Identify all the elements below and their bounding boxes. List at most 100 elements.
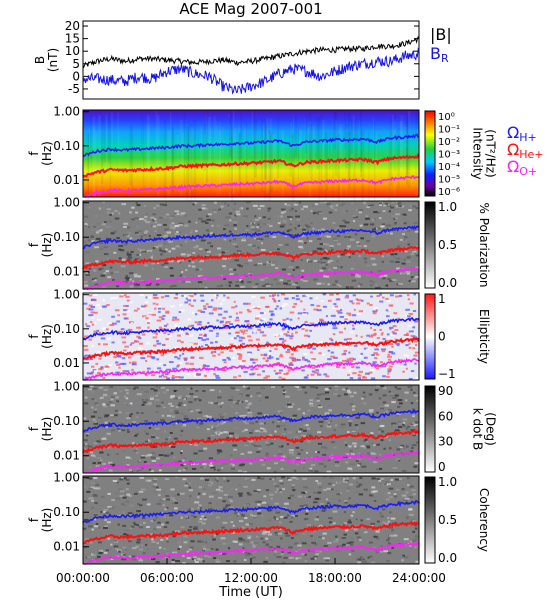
spectrogram-cell-polarization: [341, 202, 346, 205]
spectrogram-cell-polarization: [249, 273, 252, 276]
spectrogram-cell-ellipticity: [102, 327, 106, 330]
legend-br: BR: [430, 44, 449, 65]
spectrogram-cell-polarization: [237, 264, 241, 267]
spectrogram-cell-ellipticity: [92, 369, 97, 372]
spectrogram-cell-polarization: [211, 224, 214, 227]
spectrogram-cell-ellipticity: [310, 351, 313, 354]
spectrogram-cell-ellipticity: [196, 372, 199, 375]
spectrogram-cell-coherency: [311, 541, 316, 544]
spectrogram-cell-kdotb: [229, 434, 234, 437]
spectrogram-cell-coherency: [104, 519, 108, 522]
spectrogram-cell-coherency: [144, 543, 148, 546]
spectrogram-streak-intensity: [228, 114, 230, 198]
spectrogram-cell-kdotb: [397, 399, 403, 402]
spectrogram-cell-coherency: [220, 537, 226, 540]
ytick-label-polarization-0: 1.00: [53, 196, 80, 210]
spectrogram-cell-ellipticity: [358, 370, 363, 373]
spectrogram-cell-ellipticity: [412, 326, 416, 329]
spectrogram-cell-ellipticity: [147, 321, 150, 324]
spectrogram-cell-ellipticity: [172, 351, 176, 354]
spectrogram-cell-coherency: [341, 537, 347, 540]
colorbar-tick-intensity-6: 10⁻⁶: [438, 187, 460, 198]
spectrogram-cell-coherency: [272, 478, 275, 481]
colorbar-tick-polarization-0: 1.0: [438, 200, 457, 214]
colorbar-polarization: [424, 201, 436, 289]
spectrogram-cell-polarization: [283, 282, 288, 285]
spectrogram-streak-intensity: [360, 110, 362, 178]
spectrogram-cell-coherency: [327, 541, 332, 544]
spectrogram-streak-intensity: [228, 118, 231, 193]
spectrogram-cell-coherency: [386, 498, 390, 501]
spectrogram-cell-kdotb: [206, 428, 210, 431]
spectrogram-streak-intensity: [200, 127, 203, 174]
spectrogram-cell-kdotb: [248, 413, 253, 416]
spectrogram-cell-coherency: [408, 544, 412, 547]
spectrogram-cell-polarization: [287, 273, 291, 276]
spectrogram-cell-polarization: [350, 267, 354, 270]
spectrogram-cell-polarization: [267, 223, 271, 226]
spectrogram-cell-ellipticity: [276, 357, 280, 360]
spectrogram-streak-intensity: [98, 115, 101, 201]
spectrogram-cell-polarization: [272, 250, 278, 253]
spectrogram-cell-polarization: [303, 228, 308, 231]
spectrogram-cell-polarization: [206, 218, 212, 221]
spectrogram-cell-ellipticity: [151, 354, 154, 357]
spectrogram-cell-polarization: [123, 281, 128, 284]
spectrogram-cell-kdotb: [214, 431, 218, 434]
spectrogram-cell-ellipticity: [130, 322, 134, 325]
spectrogram-cell-polarization: [245, 201, 251, 204]
spectrogram-cell-coherency: [310, 487, 315, 490]
spectrogram-cell-coherency: [184, 542, 188, 545]
spectrogram-cell-polarization: [257, 223, 260, 226]
spectrogram-cell-coherency: [128, 555, 133, 558]
spectrogram-cell-polarization: [386, 254, 390, 257]
spectrogram-cell-polarization: [124, 277, 130, 280]
spectrogram-cell-coherency: [366, 518, 371, 521]
spectrogram-cell-coherency: [152, 479, 157, 482]
spectrogram-cell-ellipticity: [345, 294, 349, 297]
spectrogram-cell-coherency: [88, 477, 93, 480]
spectrogram-cell-kdotb: [402, 418, 408, 421]
spectrogram-cell-polarization: [199, 260, 204, 263]
spectrogram-cell-coherency: [122, 546, 127, 549]
spectrogram-cell-kdotb: [356, 427, 359, 430]
spectrogram-cell-coherency: [280, 556, 286, 559]
spectrogram-cell-ellipticity: [333, 303, 337, 306]
spectrogram-cell-polarization: [219, 274, 223, 277]
spectrogram-cell-polarization: [85, 271, 88, 274]
spectrogram-cell-ellipticity: [219, 302, 223, 305]
spectrogram-streak-intensity: [269, 118, 272, 181]
spectrogram-cell-kdotb: [405, 427, 409, 430]
spectrogram-cell-kdotb: [332, 446, 338, 449]
spectrogram-cell-polarization: [262, 278, 265, 281]
spectrogram-cell-polarization: [349, 238, 355, 241]
spectrogram-cell-polarization: [275, 267, 279, 270]
spectrogram-cell-ellipticity: [276, 305, 279, 308]
spectrogram-cell-ellipticity: [171, 319, 175, 322]
spectrogram-streak-intensity: [232, 110, 235, 195]
spectrogram-cell-ellipticity: [332, 333, 336, 336]
spectrogram-cell-coherency: [352, 511, 355, 514]
spectrogram-cell-coherency: [247, 552, 253, 555]
spectrogram-cell-coherency: [151, 538, 154, 541]
spectrogram-streak-intensity: [203, 134, 207, 185]
spectrogram-cell-ellipticity: [374, 357, 378, 360]
spectrogram-cell-kdotb: [257, 412, 263, 415]
spectrogram-cell-kdotb: [177, 404, 182, 407]
spectrogram-cell-polarization: [148, 269, 153, 272]
spectrogram-cell-ellipticity: [214, 294, 217, 297]
spectrogram-cell-kdotb: [272, 421, 275, 424]
spectrogram-cell-ellipticity: [405, 367, 408, 370]
spectrogram-cell-kdotb: [300, 448, 304, 451]
spectrogram-cell-polarization: [178, 222, 184, 225]
spectrogram-cell-kdotb: [118, 429, 122, 432]
spectrogram-cell-coherency: [166, 552, 171, 555]
spectrogram-cell-kdotb: [322, 453, 327, 456]
spectrogram-cell-ellipticity: [398, 294, 403, 297]
spectrogram-cell-polarization: [406, 260, 411, 263]
spectrogram-cell-kdotb: [128, 457, 132, 460]
spectrogram-cell-kdotb: [235, 453, 239, 456]
spectrogram-cell-ellipticity: [156, 340, 159, 343]
spectrogram-cell-ellipticity: [267, 352, 271, 355]
spectrogram-cell-polarization: [403, 236, 408, 239]
